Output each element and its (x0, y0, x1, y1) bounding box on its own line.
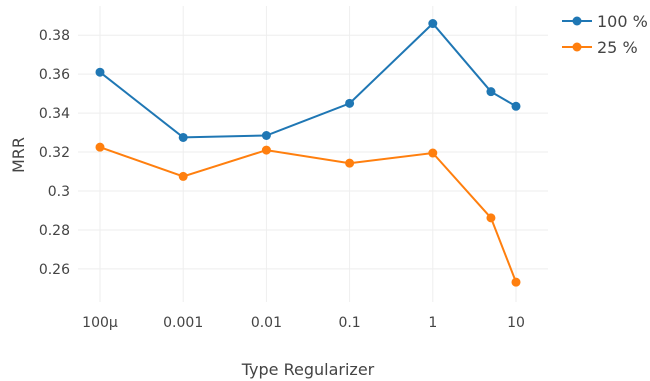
data-point[interactable] (428, 19, 438, 29)
x-tick-label: 0.1 (338, 315, 360, 331)
legend-marker (572, 16, 582, 26)
x-tick-label: 100μ (82, 315, 118, 331)
x-tick-labels: 100μ 0.001 0.01 0.1 1 10 (82, 315, 525, 331)
legend-item[interactable]: 25 % (562, 38, 638, 57)
y-tick-label: 0.34 (39, 106, 70, 122)
data-point[interactable] (95, 142, 105, 152)
data-point[interactable] (486, 213, 496, 223)
series-1 (95, 142, 521, 287)
data-point[interactable] (178, 171, 188, 181)
data-point[interactable] (428, 148, 438, 158)
series-layer (95, 19, 521, 287)
legend-item[interactable]: 100 % (562, 12, 648, 31)
y-tick-label: 0.26 (39, 262, 70, 278)
series-line (99, 22, 517, 139)
data-point[interactable] (511, 277, 521, 287)
x-tick-label: 0.001 (163, 315, 203, 331)
y-tick-label: 0.28 (39, 223, 70, 239)
data-point[interactable] (178, 132, 188, 142)
data-point[interactable] (511, 101, 521, 111)
x-tick-label: 1 (428, 315, 437, 331)
y-tick-label: 0.32 (39, 145, 70, 161)
x-tick-label: 0.01 (251, 315, 282, 331)
series-line (99, 146, 517, 283)
legend: 100 % 25 % (562, 12, 648, 57)
x-gridlines (99, 6, 517, 302)
y-tick-label: 0.38 (39, 28, 70, 44)
x-tick-label: 10 (507, 315, 525, 331)
y-gridlines (78, 34, 548, 270)
legend-label: 25 % (597, 38, 638, 57)
series-0 (95, 19, 521, 142)
data-point[interactable] (261, 131, 271, 140)
data-point[interactable] (486, 87, 496, 97)
y-tick-label: 0.36 (39, 67, 70, 83)
legend-label: 100 % (597, 12, 648, 31)
x-axis-title: Type Regularizer (241, 360, 375, 379)
data-point[interactable] (345, 158, 355, 168)
legend-marker (572, 42, 582, 52)
y-axis-title: MRR (9, 137, 28, 173)
data-point[interactable] (345, 98, 355, 108)
y-tick-label: 0.3 (48, 184, 70, 200)
data-point[interactable] (261, 145, 271, 155)
data-point[interactable] (95, 67, 105, 77)
y-tick-labels: 0.26 0.28 0.3 0.32 0.34 0.36 0.38 (39, 28, 70, 278)
